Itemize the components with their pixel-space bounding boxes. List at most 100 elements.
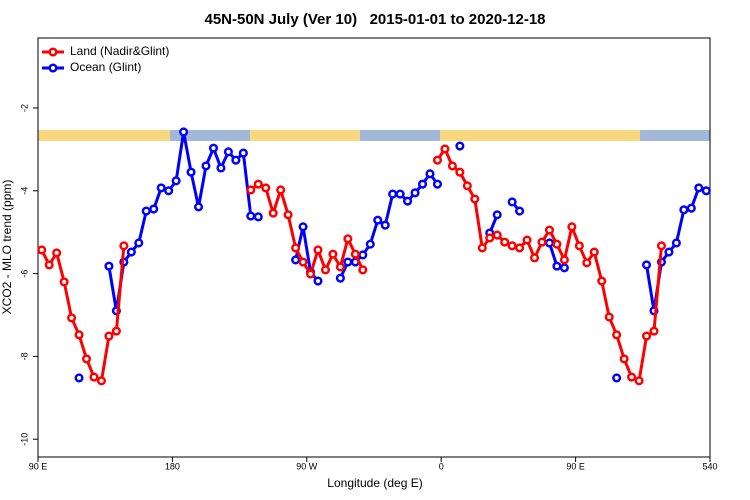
data-point [111,326,121,336]
data-point [74,373,84,383]
legend-marker [48,47,58,57]
ocean-band [360,130,440,141]
data-point [96,376,107,386]
data-point [440,144,450,154]
data-point [335,262,345,272]
land-mask-strip [38,130,710,141]
data-point [388,189,398,199]
data-point [216,163,226,173]
data-point [641,331,652,341]
y-tick-label: -8 [19,352,29,360]
data-point [313,276,323,286]
x-tick-label: 540 [702,461,717,471]
data-point [544,225,555,235]
data-point [81,354,92,364]
data-point [417,179,428,189]
data-point [208,143,219,153]
data-point [500,237,510,247]
data-point [320,265,331,275]
data-point [380,220,390,230]
data-point [589,247,599,257]
data-point [701,186,711,196]
data-point [612,373,622,383]
data-point [694,183,704,193]
data-point [59,277,69,287]
data-point [193,202,204,212]
data-point [365,239,375,249]
data-point [686,203,696,213]
x-tick-label: 180 [165,461,180,471]
ocean-band [640,130,710,141]
data-point [432,155,443,165]
series [74,127,711,383]
y-tick-label: -10 [19,433,29,446]
legend-label: Ocean (Glint) [70,60,141,74]
data-point [268,208,278,218]
data-point [373,215,383,225]
data-point [671,238,681,248]
data-point [253,179,263,189]
data-point [656,241,667,251]
data-point [455,167,465,177]
x-tick-label: 90 E [29,461,48,471]
series [37,144,667,386]
data-point [582,258,592,268]
data-point [156,183,166,193]
data-point [492,210,502,220]
y-axis-label: XCO2 - MLO trend (ppm) [0,180,14,315]
chart-title: 45N-50N July (Ver 10) 2015-01-01 to 2020… [204,11,545,28]
data-point [283,210,293,220]
data-point [74,330,84,340]
data-point [425,169,435,179]
y-tick-label: -2 [19,104,29,112]
data-point [89,372,99,382]
data-point [410,188,420,198]
data-point [634,376,644,386]
data-point [664,247,674,257]
data-point [567,222,577,232]
data-point [253,212,263,222]
data-point [507,197,517,207]
data-point [627,372,637,382]
data-point [291,255,301,265]
data-point [470,194,480,204]
data-point [485,233,495,243]
series-line [645,185,707,312]
ocean-band [170,130,250,141]
series-line [249,182,365,278]
data-point [104,261,114,271]
data-point [126,247,136,257]
y-tick-label: -6 [19,270,29,278]
data-point [395,189,405,199]
data-point [544,238,555,248]
data-point [246,211,256,221]
data-point [403,196,413,206]
data-point [261,183,271,193]
data-point [604,312,614,322]
data-point [559,263,569,273]
data-point [343,257,353,267]
data-point [298,257,308,267]
data-point [455,141,465,151]
data-point [492,230,502,240]
data-point [231,155,241,165]
data-point [291,243,301,253]
data-point [313,245,323,255]
data-point [305,269,316,279]
data-point [238,148,248,158]
data-point [529,253,540,263]
data-point [552,239,562,249]
data-point [164,186,174,196]
data-point [119,241,129,251]
data-point [328,249,338,259]
land-band [250,130,360,141]
x-tick-label: 0 [439,461,444,471]
data-point [597,276,607,286]
data-point [223,147,233,157]
data-point [67,313,77,323]
data-point [641,260,652,270]
data-point [537,237,547,247]
data-point [477,243,487,253]
data-point [179,127,189,137]
